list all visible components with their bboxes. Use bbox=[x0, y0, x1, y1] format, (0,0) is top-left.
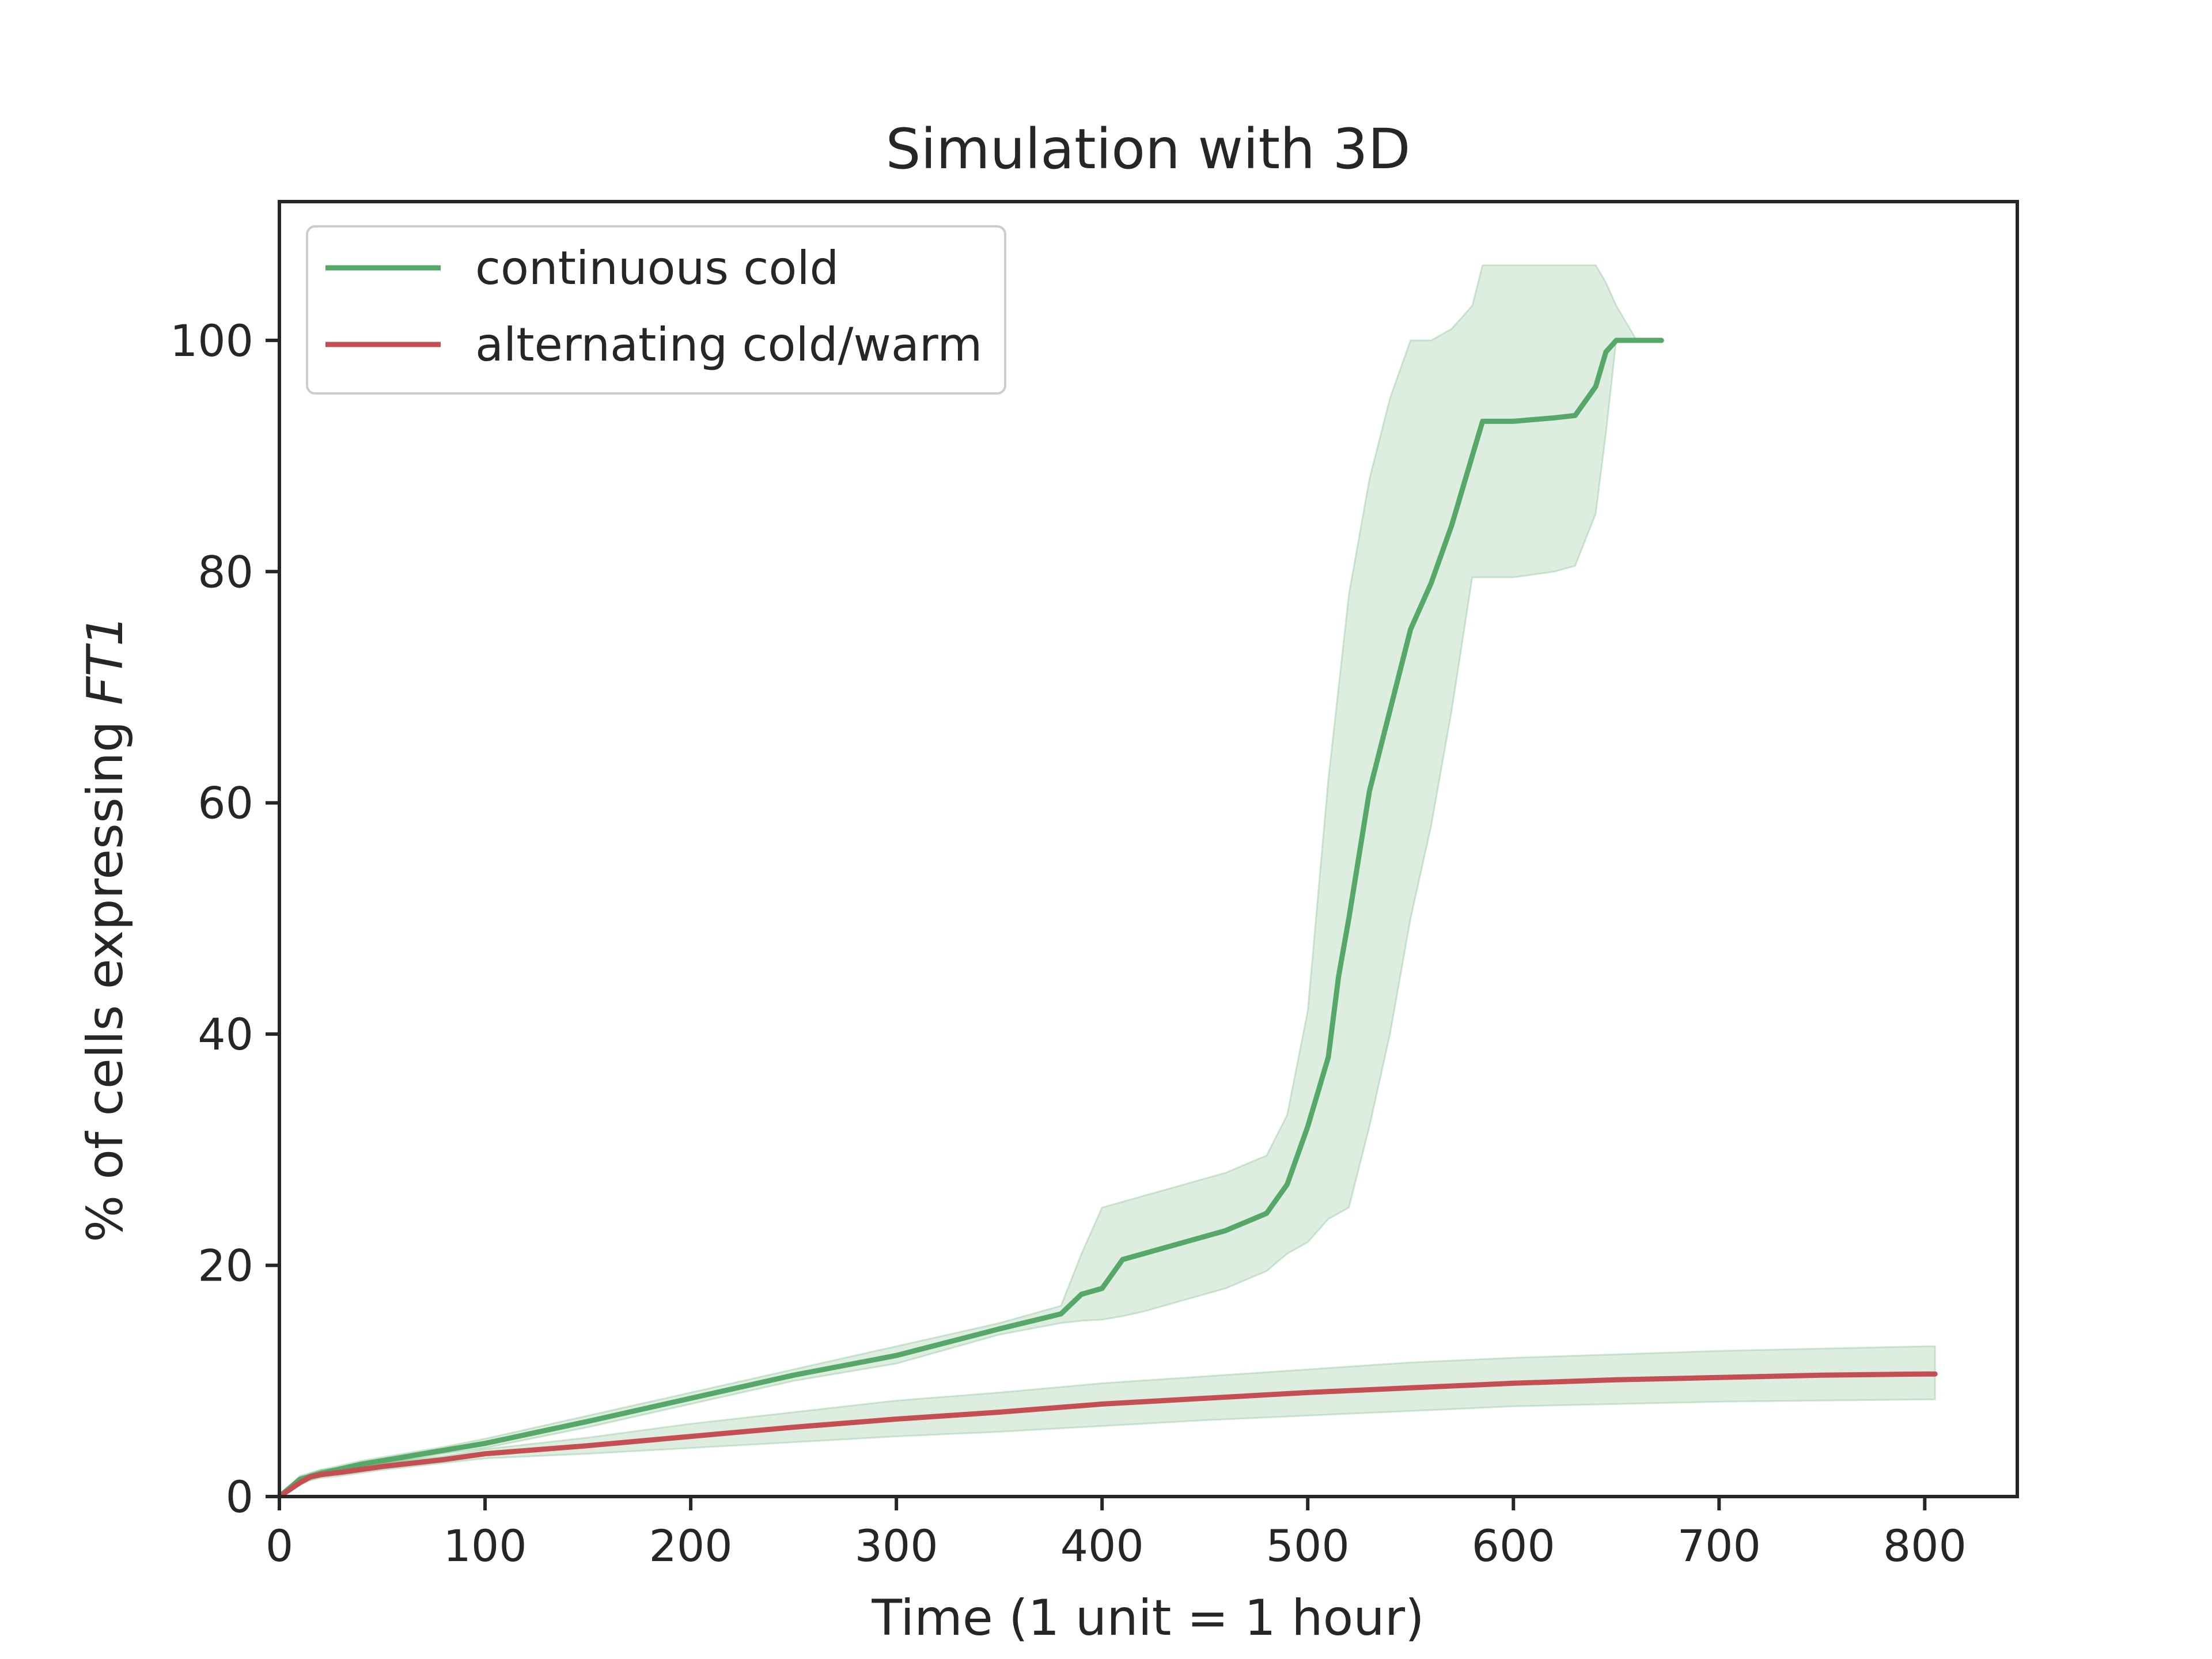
axes-frame bbox=[278, 200, 2019, 1498]
x-axis-label: Time (1 unit = 1 hour) bbox=[871, 1589, 1424, 1647]
x-tick-label: 300 bbox=[855, 1520, 938, 1571]
x-tick-label: 600 bbox=[1472, 1520, 1555, 1571]
legend-label-continuous-cold: continuous cold bbox=[475, 241, 839, 295]
legend-label-alternating: alternating cold/warm bbox=[475, 318, 982, 372]
legend-box bbox=[306, 225, 1006, 395]
y-axis-label-gene: FT1 bbox=[77, 615, 134, 705]
x-tick-label: 0 bbox=[266, 1520, 293, 1571]
x-tick-label: 500 bbox=[1266, 1520, 1350, 1571]
y-tick-label: 0 bbox=[226, 1471, 253, 1522]
y-axis-label-prefix: % of cells expressing bbox=[77, 705, 134, 1243]
y-tick-label: 20 bbox=[198, 1240, 253, 1291]
y-axis-label: % of cells expressing FT1 bbox=[77, 615, 134, 1242]
plot-area bbox=[276, 264, 1938, 1499]
x-tick-label: 700 bbox=[1677, 1520, 1761, 1571]
series-lines bbox=[276, 338, 1938, 1499]
y-axis-ticks: 0 20 40 60 80 100 bbox=[170, 315, 279, 1522]
y-tick-label: 60 bbox=[198, 778, 253, 829]
y-tick-label: 80 bbox=[198, 546, 253, 597]
y-tick-label: 40 bbox=[198, 1009, 253, 1060]
chart-title: Simulation with 3D bbox=[885, 117, 1410, 181]
line-alternating bbox=[276, 1371, 1938, 1499]
line-continuous-cold bbox=[276, 338, 1664, 1499]
x-tick-label: 200 bbox=[649, 1520, 733, 1571]
y-tick-label: 100 bbox=[170, 315, 253, 366]
x-tick-label: 100 bbox=[444, 1520, 527, 1571]
x-tick-label: 800 bbox=[1883, 1520, 1967, 1571]
x-axis-ticks: 0 100 200 300 400 500 600 700 800 bbox=[266, 1497, 1967, 1571]
x-tick-label: 400 bbox=[1060, 1520, 1144, 1571]
band-continuous-cold bbox=[278, 264, 1662, 1498]
legend: continuous cold alternating cold/warm bbox=[306, 225, 1006, 395]
